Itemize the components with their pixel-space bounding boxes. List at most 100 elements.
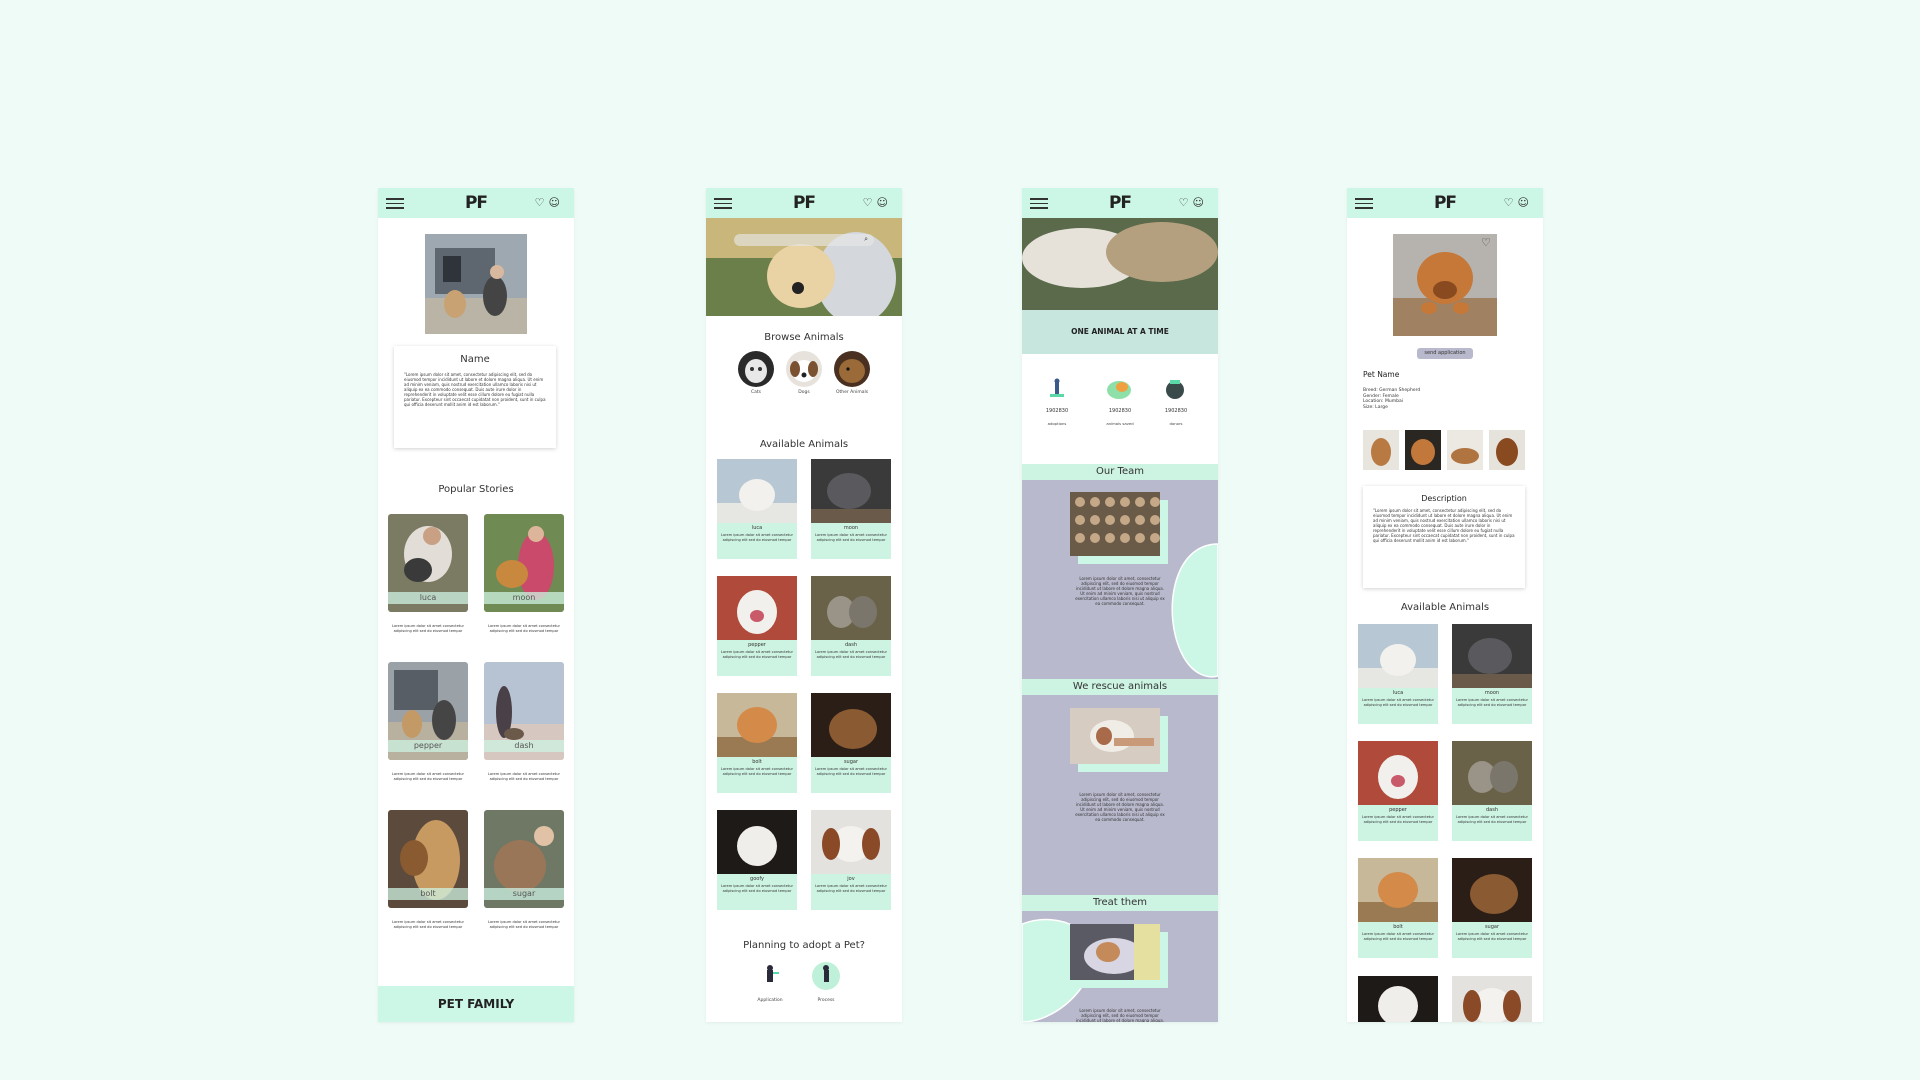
section-title: Popular Stories [438,484,514,495]
animal-photo [1358,741,1438,805]
animal-photo[interactable] [1452,976,1532,1022]
hamburger-icon[interactable] [1355,198,1373,209]
story-label: sugar [484,888,564,900]
category-other[interactable] [834,351,870,387]
animal-card[interactable]: pepper Lorem ipsum dolor sit amet consect… [1358,741,1438,841]
section-treat-them: Treat them [1022,895,1218,911]
hamburger-icon[interactable] [386,198,404,209]
category-dogs[interactable] [786,351,822,387]
animal-text: Lorem ipsum dolor sit amet consectetur a… [721,884,793,893]
animal-card[interactable]: sugar Lorem ipsum dolor sit amet consecte… [811,693,891,793]
animal-card[interactable]: dash Lorem ipsum dolor sit amet consectet… [1452,741,1532,841]
tagline: ONE ANIMAL AT A TIME [1022,310,1218,354]
pet-photo [1393,234,1497,336]
animal-text: Lorem ipsum dolor sit amet consectetur a… [721,650,793,659]
search-icon[interactable]: ⌕ [864,235,868,243]
gallery-thumb[interactable] [1489,430,1525,470]
animal-name: bolt [752,759,762,765]
process-illustration[interactable] [812,962,840,990]
animal-card[interactable]: jov Lorem ipsum dolor sit amet consectetu… [811,810,891,910]
pet-details: Breed: German Shepherd Gender: Female Lo… [1363,388,1420,410]
animal-text: Lorem ipsum dolor sit amet consectetur a… [721,767,793,776]
profile-icon[interactable]: ☺ [1517,196,1533,209]
heart-icon[interactable]: ♡ [862,196,877,209]
logo[interactable]: PF [464,193,488,213]
screen-about: PF ♡☺ ONE ANIMAL AT A TIME 1902830 19028… [1022,188,1218,1022]
stat-value: 1902830 [1045,408,1069,414]
animal-text: Lorem ipsum dolor sit amet consectetur a… [815,650,887,659]
search-input[interactable]: ⌕ [734,234,874,246]
story-label: dash [484,740,564,752]
heart-icon[interactable]: ♡ [534,196,549,209]
animal-photo [1452,624,1532,688]
animal-name: luca [751,525,763,531]
animal-text: Lorem ipsum dolor sit amet consectetur a… [1362,815,1434,824]
gallery-thumb[interactable] [1363,430,1399,470]
hero-banner [706,218,902,316]
stat-label: donors [1169,421,1183,426]
heart-icon[interactable]: ♡ [1178,196,1193,209]
gallery-thumb[interactable] [1405,430,1441,470]
card-text: "Lorem ipsum dolor sit amet, consectetur… [404,372,546,407]
heart-icon[interactable]: ♡ [1503,196,1518,209]
section-our-team: Our Team [1022,464,1218,480]
animal-card[interactable]: dash Lorem ipsum dolor sit amet consectet… [811,576,891,676]
animal-card[interactable]: moon Lorem ipsum dolor sit amet consectet… [1452,624,1532,724]
animal-name: pepper [1389,807,1407,813]
app-header: PF ♡☺ [706,188,902,218]
description-card: Description "Lorem ipsum dolor sit amet,… [1363,486,1525,588]
step-label: Application [757,998,783,1003]
profile-icon[interactable]: ☺ [1192,196,1208,209]
animal-text: Lorem ipsum dolor sit amet consectetur a… [1456,932,1528,941]
hamburger-icon[interactable] [714,198,732,209]
animal-card[interactable]: bolt Lorem ipsum dolor sit amet consectet… [717,693,797,793]
screen-home-stories: PF ♡☺ Name "Lorem ipsum dolor sit amet, … [378,188,574,1022]
animal-name: moon [843,525,859,531]
animal-photo[interactable] [1358,976,1438,1022]
animal-photo [811,459,891,523]
hero-banner [1022,218,1218,310]
pet-name: Pet Name [1363,370,1400,379]
detail-breed: Breed: German Shepherd [1363,388,1421,393]
story-photo [388,514,468,612]
stat-label: adoptions [1047,421,1067,426]
animal-text: Lorem ipsum dolor sit amet consectetur a… [815,767,887,776]
gallery-thumb[interactable] [1447,430,1483,470]
animal-text: Lorem ipsum dolor sit amet consectetur a… [1362,932,1434,941]
stat-value: 1902830 [1164,408,1188,414]
animal-card[interactable]: luca Lorem ipsum dolor sit amet consectet… [1358,624,1438,724]
animal-name: goofy [750,876,764,882]
logo[interactable]: PF [1433,193,1457,213]
logo[interactable]: PF [1108,193,1132,213]
browse-title: Browse Animals [764,332,844,343]
footer-brand: PET FAMILY [378,986,574,1022]
animal-card[interactable]: goofy Lorem ipsum dolor sit amet consecte… [717,810,797,910]
hamburger-icon[interactable] [1030,198,1048,209]
app-header: PF ♡☺ [1022,188,1218,218]
animal-photo [811,576,891,640]
animal-text: Lorem ipsum dolor sit amet consectetur a… [1456,815,1528,824]
animal-photo [1452,741,1532,805]
story-text: Lorem ipsum dolor sit amet consectetur a… [392,920,464,929]
profile-icon[interactable]: ☺ [876,196,892,209]
animal-card[interactable]: pepper Lorem ipsum dolor sit amet consect… [717,576,797,676]
animal-name: sugar [1484,924,1500,930]
adopt-title: Planning to adopt a Pet? [743,940,865,951]
favorite-icon[interactable]: ♡ [1481,236,1491,249]
story-text: Lorem ipsum dolor sit amet consectetur a… [488,772,560,781]
application-illustration[interactable] [758,964,782,990]
stat-value: 1902830 [1108,408,1132,414]
animal-name: sugar [843,759,859,765]
animal-card[interactable]: sugar Lorem ipsum dolor sit amet consecte… [1452,858,1532,958]
send-application-button[interactable]: send application [1417,348,1473,359]
animal-card[interactable]: bolt Lorem ipsum dolor sit amet consectet… [1358,858,1438,958]
logo[interactable]: PF [792,193,816,213]
profile-icon[interactable]: ☺ [548,196,564,209]
category-label: Cats [750,390,761,395]
animal-name: jov [847,876,855,882]
animal-card[interactable]: luca Lorem ipsum dolor sit amet consectet… [717,459,797,559]
animal-photo [717,576,797,640]
team-photo [1070,492,1160,556]
animal-card[interactable]: moon Lorem ipsum dolor sit amet consectet… [811,459,891,559]
category-cats[interactable] [738,351,774,387]
